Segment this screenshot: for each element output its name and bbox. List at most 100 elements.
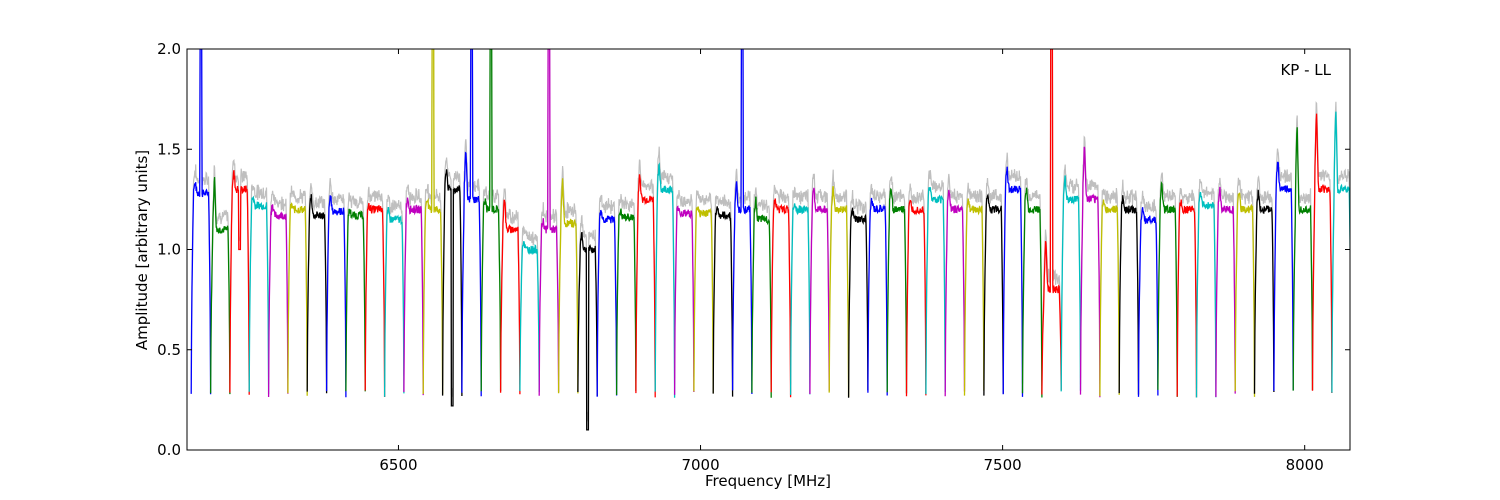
- background-channel-line: [538, 49, 560, 386]
- background-channel-line: [268, 190, 289, 385]
- channel-line: [847, 207, 869, 398]
- channel-line: [499, 199, 521, 395]
- channel-line: [1215, 186, 1236, 398]
- channel-line: [654, 162, 676, 398]
- background-channel-line: [712, 194, 734, 384]
- background-channel-line: [828, 169, 850, 385]
- background-channel-line: [1234, 177, 1256, 386]
- background-channel-line: [963, 182, 985, 387]
- channel-line: [751, 196, 772, 398]
- background-channel-line: [384, 194, 405, 388]
- background-channel-line: [789, 186, 811, 384]
- background-channel-line: [287, 185, 308, 388]
- channel-line: [1157, 180, 1178, 397]
- background-channel-line: [1176, 187, 1198, 388]
- x-tick-label: 7500: [984, 456, 1022, 474]
- channel-line: [519, 241, 540, 393]
- channel-line: [615, 208, 637, 396]
- channel-line: [673, 205, 695, 395]
- channel-line: [712, 206, 734, 397]
- background-channel-line: [731, 49, 753, 381]
- channel-line: [1060, 175, 1082, 392]
- channel-line: [480, 49, 502, 392]
- channel-line: [1002, 166, 1024, 397]
- channel-line: [963, 198, 985, 396]
- channel-line: [325, 195, 347, 398]
- background-channel-line: [500, 188, 521, 385]
- channel-line: [1137, 207, 1159, 397]
- x-tick-label: 7000: [681, 456, 719, 474]
- x-tick-label: 8000: [1286, 456, 1324, 474]
- background-channel-line: [1099, 187, 1120, 384]
- channel-line: [1292, 127, 1314, 391]
- channel-line: [267, 204, 289, 398]
- y-tick-label: 1.5: [157, 140, 181, 158]
- background-channel-line: [461, 49, 482, 388]
- channel-line: [248, 195, 270, 395]
- channel-line: [190, 49, 212, 395]
- channel-line: [886, 187, 908, 394]
- channel-line: [422, 49, 444, 395]
- background-channel-line: [615, 193, 637, 383]
- background-channel-line: [596, 194, 618, 385]
- y-axis-title: Amplitude [arbitrary units]: [133, 150, 151, 350]
- channel-line: [461, 49, 482, 397]
- channel-line: [1041, 49, 1062, 395]
- channel-line: [403, 197, 424, 396]
- channel-line: [867, 197, 888, 396]
- y-tick-label: 1.0: [157, 241, 181, 259]
- background-channel-line: [480, 49, 502, 380]
- channel-line: [983, 193, 1004, 396]
- channel-line: [1176, 199, 1198, 398]
- background-channel-line: [229, 159, 250, 384]
- background-channel-line: [751, 187, 772, 382]
- channel-line: [383, 206, 405, 397]
- channel-line: [209, 177, 231, 395]
- x-axis-ticks: 6500 7000 7500 8000: [379, 49, 1324, 474]
- channel-line: [693, 206, 714, 394]
- background-channel-line: [403, 184, 424, 385]
- background-channel-line: [925, 169, 946, 377]
- background-channel-line: [1215, 177, 1236, 387]
- channel-line: [287, 202, 308, 396]
- background-channel-line: [422, 49, 444, 386]
- channel-line: [1311, 113, 1333, 394]
- channel-line: [1331, 111, 1350, 393]
- y-axis-ticks: 0.0 0.5 1.0 1.5 2.0: [157, 40, 1350, 459]
- y-tick-label: 2.0: [157, 40, 181, 58]
- background-channel-line: [1253, 175, 1275, 381]
- channel-line: [557, 178, 579, 394]
- channel-line: [905, 199, 927, 397]
- channel-line: [577, 231, 598, 431]
- channel-line: [1234, 192, 1256, 397]
- background-channel-line: [944, 173, 966, 380]
- channel-line: [731, 49, 753, 395]
- y-tick-label: 0.5: [157, 341, 181, 359]
- x-tick-label: 6500: [379, 456, 417, 474]
- channel-line: [789, 203, 811, 395]
- channel-line: [809, 187, 830, 395]
- channel-line: [1253, 189, 1275, 394]
- background-channel-line: [1118, 179, 1140, 384]
- channel-line: [1079, 146, 1101, 398]
- background-channel-line: [1021, 177, 1043, 387]
- channel-line: [1273, 161, 1294, 391]
- background-series: [190, 49, 1350, 422]
- channel-line: [1118, 195, 1140, 395]
- background-channel-line: [345, 192, 366, 378]
- channel-line: [1021, 187, 1043, 398]
- background-channel-line: [306, 183, 328, 384]
- background-channel-line: [1157, 172, 1178, 386]
- background-channel-line: [190, 49, 212, 381]
- background-channel-line: [983, 177, 1004, 387]
- background-channel-line: [1002, 152, 1024, 385]
- channel-line: [770, 198, 792, 398]
- channel-line: [229, 170, 250, 395]
- channel-line: [538, 49, 560, 396]
- y-tick-label: 0.0: [157, 441, 181, 459]
- background-channel-line: [326, 177, 347, 383]
- series-layer: [190, 49, 1350, 431]
- background-channel-line: [867, 183, 888, 383]
- background-channel-line: [693, 190, 714, 377]
